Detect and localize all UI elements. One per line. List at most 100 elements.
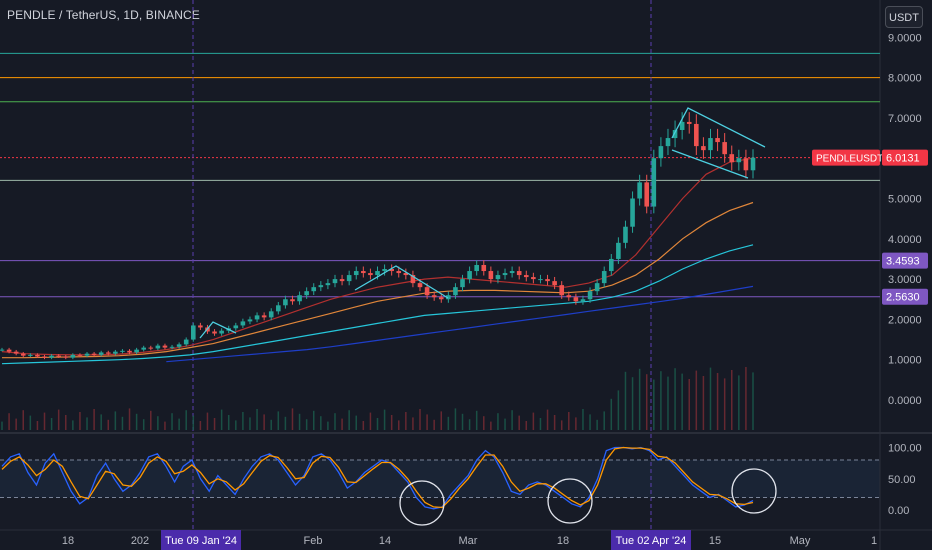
oscillator-highlight-circle-2 — [731, 468, 777, 514]
candle-body — [84, 353, 90, 356]
candle-body — [42, 356, 47, 358]
candle-body — [531, 277, 536, 280]
candle-body — [212, 331, 217, 334]
candle-body — [141, 347, 146, 350]
price-tick-label: 9.0000 — [888, 32, 922, 44]
candle-body — [417, 283, 423, 288]
candle-body — [311, 287, 317, 292]
candle-body — [162, 345, 168, 348]
time-marker-label: Tue 09 Jan '24 — [165, 535, 237, 547]
candle-body — [446, 295, 451, 300]
last-price-value: 6.0131 — [886, 153, 920, 165]
time-tick-label: 18 — [557, 535, 569, 547]
candle-body — [509, 271, 515, 274]
candle-body — [240, 321, 246, 326]
candle-body — [183, 339, 189, 345]
candle-body — [0, 349, 5, 351]
candle-body — [91, 353, 97, 355]
oscillator-highlight-circle-1 — [547, 478, 593, 524]
candle-body — [686, 121, 692, 124]
time-marker-label: Tue 02 Apr '24 — [616, 535, 687, 547]
candle-body — [601, 271, 607, 284]
candle-body — [134, 349, 139, 353]
candle-body — [672, 129, 678, 139]
time-tick-label: 15 — [709, 535, 721, 547]
candle-body — [318, 285, 324, 288]
price-tick-label: 4.0000 — [888, 234, 922, 246]
candle-body — [460, 279, 465, 288]
candle-body — [63, 356, 69, 358]
pattern-line-3 — [671, 149, 749, 179]
pattern-line-2 — [671, 107, 766, 148]
candle-body — [552, 281, 557, 286]
candle-body — [368, 273, 373, 276]
candle-body — [616, 242, 621, 259]
candle-body — [694, 123, 699, 147]
candle-body — [28, 354, 33, 356]
candle-body — [651, 158, 657, 207]
currency-button[interactable]: USDT — [885, 6, 923, 28]
candle-body — [516, 271, 522, 276]
price-tick-label: 2.0000 — [888, 314, 922, 326]
candle-body — [609, 258, 614, 272]
price-tick-label: 7.0000 — [888, 113, 922, 125]
moving-average-0 — [1, 157, 754, 356]
pattern-line-1 — [354, 265, 449, 299]
oscillator-tick-label: 100.00 — [888, 443, 922, 455]
candle-body — [708, 138, 713, 151]
candle-body — [538, 279, 543, 281]
candle-body — [105, 352, 111, 354]
candle-body — [127, 350, 132, 353]
price-tick-label: 8.0000 — [888, 73, 922, 85]
candle-body — [233, 325, 239, 329]
candle-body — [566, 295, 572, 298]
time-tick-label: 202 — [131, 535, 149, 547]
candle-body — [630, 198, 635, 227]
last-price-symbol-tag — [812, 149, 880, 166]
level-price-tag — [882, 252, 928, 269]
candle-body — [56, 355, 61, 357]
candle-body — [545, 279, 550, 282]
candle-body — [49, 355, 54, 358]
candle-body — [453, 287, 458, 296]
oscillator-d-line — [1, 446, 754, 509]
pattern-line-0 — [199, 321, 237, 339]
candle-body — [375, 271, 380, 276]
time-tick-label: 14 — [379, 535, 391, 547]
candle-body — [658, 146, 664, 159]
candle-body — [573, 297, 579, 302]
candle-body — [247, 319, 253, 322]
candle-body — [389, 269, 394, 272]
candle-body — [304, 291, 309, 296]
moving-average-3 — [166, 285, 754, 363]
candle-body — [736, 158, 742, 163]
candle-body — [587, 291, 593, 300]
candle-body — [750, 157, 756, 171]
candle-body — [396, 271, 402, 274]
price-tick-label: 0.0000 — [888, 395, 922, 407]
candle-body — [594, 283, 600, 292]
candle-body — [353, 271, 359, 276]
candle-body — [644, 182, 650, 207]
price-tick-label: 1.0000 — [888, 355, 922, 367]
chart-title: PENDLE / TetherUS, 1D, BINANCE — [7, 8, 200, 22]
candle-body — [198, 325, 203, 328]
level-price-tag — [882, 288, 928, 305]
level-price-value: 3.4593 — [886, 256, 920, 268]
candle-body — [148, 347, 154, 349]
time-tick-label: Mar — [459, 535, 478, 547]
candle-body — [113, 351, 118, 354]
time-marker-tag — [161, 530, 241, 550]
candle-body — [481, 264, 487, 272]
candle-body — [431, 295, 437, 298]
candle-body — [623, 226, 628, 243]
candle-body — [290, 299, 295, 302]
candle-body — [637, 182, 642, 199]
last-price-symbol-label: PENDLEUSDT — [816, 154, 883, 165]
candle-body — [467, 271, 472, 280]
time-marker-tag — [611, 530, 691, 550]
oscillator-tick-label: 50.00 — [888, 474, 916, 486]
time-tick-label: 1 — [871, 535, 877, 547]
